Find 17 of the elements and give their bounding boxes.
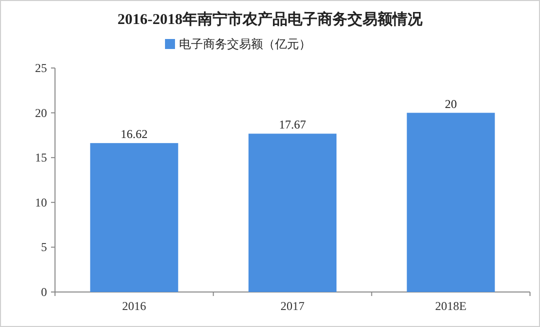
- y-tick-label: 5: [41, 240, 47, 254]
- bar: [406, 112, 495, 292]
- data-label: 16.62: [120, 127, 148, 142]
- y-tick-label: 25: [35, 61, 47, 75]
- data-label: 17.67: [279, 118, 306, 132]
- bar: [90, 143, 178, 292]
- y-tick-label: 15: [35, 150, 47, 165]
- y-tick-label: 10: [35, 195, 47, 210]
- y-tick-label: 0: [41, 285, 47, 299]
- legend-label: 电子商务交易额（亿元）: [179, 37, 311, 51]
- x-tick-label: 2016: [122, 299, 146, 313]
- bar: [248, 134, 336, 292]
- y-tick-label: 20: [35, 106, 47, 120]
- chart-title: 2016-2018年南宁市农产品电子商务交易额情况: [118, 10, 424, 28]
- x-tick-label: 2017: [280, 299, 304, 313]
- data-label: 20: [444, 96, 457, 111]
- x-tick-label: 2018E: [435, 299, 467, 313]
